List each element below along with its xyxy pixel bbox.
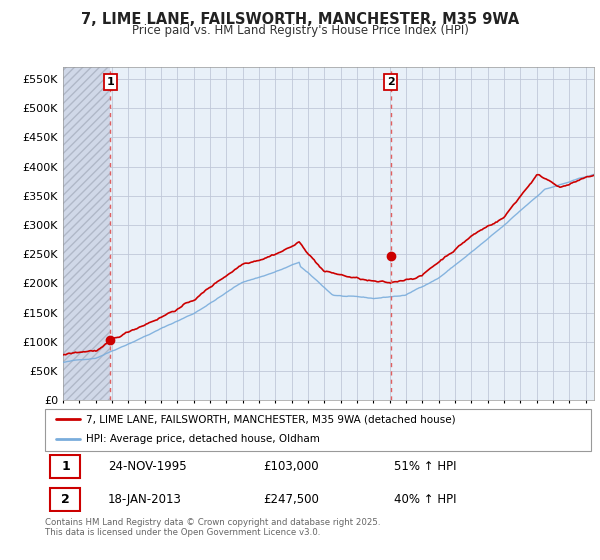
- Text: HPI: Average price, detached house, Oldham: HPI: Average price, detached house, Oldh…: [86, 434, 320, 444]
- Text: 7, LIME LANE, FAILSWORTH, MANCHESTER, M35 9WA (detached house): 7, LIME LANE, FAILSWORTH, MANCHESTER, M3…: [86, 414, 455, 424]
- Bar: [50, 455, 80, 478]
- Text: Price paid vs. HM Land Registry's House Price Index (HPI): Price paid vs. HM Land Registry's House …: [131, 24, 469, 36]
- Text: 18-JAN-2013: 18-JAN-2013: [108, 493, 182, 506]
- Text: 1: 1: [107, 77, 114, 87]
- Bar: [63, 67, 110, 400]
- Text: Contains HM Land Registry data © Crown copyright and database right 2025.
This d: Contains HM Land Registry data © Crown c…: [45, 518, 380, 538]
- Text: £103,000: £103,000: [263, 460, 319, 473]
- Text: 7, LIME LANE, FAILSWORTH, MANCHESTER, M35 9WA: 7, LIME LANE, FAILSWORTH, MANCHESTER, M3…: [81, 12, 519, 27]
- Bar: [50, 488, 80, 511]
- Text: 2: 2: [387, 77, 394, 87]
- Text: 24-NOV-1995: 24-NOV-1995: [108, 460, 187, 473]
- Text: 1: 1: [61, 460, 70, 473]
- Text: £247,500: £247,500: [263, 493, 319, 506]
- Text: 40% ↑ HPI: 40% ↑ HPI: [394, 493, 457, 506]
- Text: 51% ↑ HPI: 51% ↑ HPI: [394, 460, 457, 473]
- Text: 2: 2: [61, 493, 70, 506]
